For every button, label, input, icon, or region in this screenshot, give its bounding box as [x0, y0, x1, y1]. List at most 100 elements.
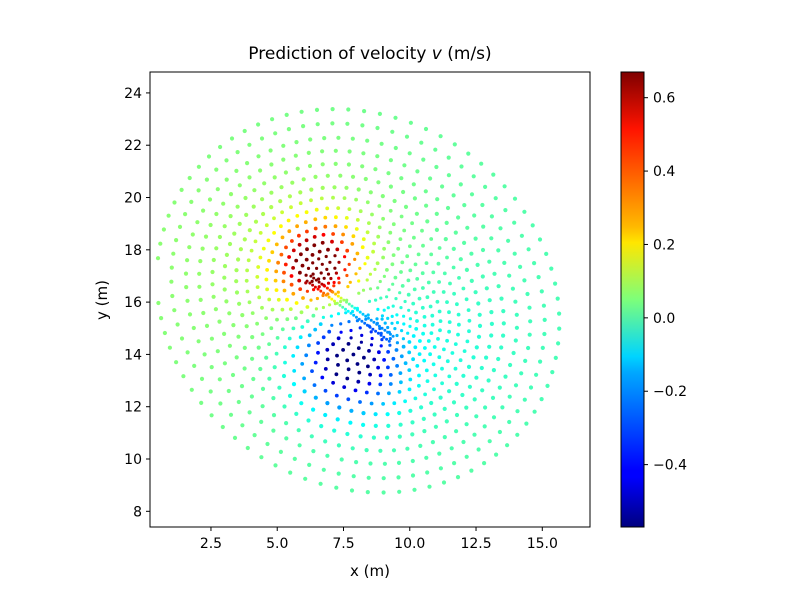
scatter-point: [413, 262, 418, 267]
scatter-point: [466, 151, 471, 156]
scatter-point: [354, 460, 359, 465]
scatter-point: [395, 341, 399, 345]
y-tick-label: 24: [124, 86, 142, 102]
scatter-point: [349, 328, 353, 333]
scatter-point: [255, 275, 260, 279]
scatter-point: [258, 168, 263, 173]
scatter-point: [553, 355, 558, 360]
scatter-point: [496, 248, 501, 253]
scatter-point: [272, 231, 276, 235]
scatter-point: [218, 401, 223, 406]
scatter-point: [411, 182, 416, 187]
scatter-point: [408, 377, 413, 382]
scatter-point: [376, 307, 380, 311]
scatter-point: [415, 319, 419, 323]
x-tick-label: 10.0: [394, 536, 425, 552]
scatter-point: [391, 334, 395, 338]
scatter-point: [295, 166, 300, 171]
scatter-point: [370, 212, 374, 217]
scatter-point: [271, 428, 276, 433]
scatter-point: [454, 429, 459, 434]
scatter-point: [358, 434, 363, 439]
scatter-point: [538, 359, 543, 364]
scatter-point: [396, 246, 401, 251]
scatter-point: [236, 334, 241, 339]
scatter-point: [480, 274, 485, 279]
scatter-point: [306, 266, 311, 270]
scatter-point: [461, 373, 466, 378]
scatter-point: [365, 323, 369, 327]
scatter-point: [332, 284, 336, 288]
scatter-point: [530, 223, 535, 228]
scatter-point: [476, 447, 481, 452]
scatter-point: [210, 282, 215, 287]
scatter-point: [274, 288, 279, 292]
scatter-point: [464, 405, 469, 410]
scatter-point: [227, 343, 232, 348]
scatter-point: [361, 151, 366, 156]
scatter-point: [417, 352, 422, 356]
scatter-point: [316, 341, 320, 345]
scatter-point: [330, 297, 334, 301]
scatter-point: [314, 107, 320, 112]
scatter-point: [287, 255, 291, 259]
scatter-point: [491, 415, 497, 420]
scatter-point: [393, 327, 397, 331]
scatter-point: [388, 332, 392, 336]
scatter-point: [222, 331, 227, 336]
scatter-point: [399, 176, 404, 181]
scatter-point: [298, 190, 303, 195]
scatter-point: [333, 254, 337, 258]
scatter-point: [437, 451, 442, 456]
scatter-point: [397, 390, 402, 394]
scatter-point: [366, 316, 370, 320]
scatter-point: [321, 232, 326, 237]
scatter-point: [394, 348, 399, 352]
scatter-point: [204, 177, 209, 182]
scatter-point: [300, 362, 305, 366]
scatter-point: [536, 275, 541, 280]
scatter-point: [453, 342, 458, 346]
scatter-point: [386, 306, 390, 310]
scatter-point: [375, 261, 380, 266]
scatter-point: [209, 365, 214, 370]
scatter-point: [399, 214, 404, 219]
scatter-point: [252, 188, 257, 193]
scatter-point: [350, 242, 355, 246]
scatter-point: [332, 280, 336, 285]
scatter-point: [456, 312, 461, 317]
scatter-point: [408, 268, 413, 273]
scatter-point: [387, 288, 391, 292]
scatter-point: [336, 135, 341, 140]
scatter-point: [323, 439, 328, 444]
scatter-point: [522, 278, 527, 283]
scatter-point: [305, 279, 309, 283]
scatter-point: [259, 136, 265, 141]
scatter-point: [412, 487, 417, 492]
scatter-point: [518, 264, 523, 269]
scatter-point: [486, 378, 491, 383]
scatter-point: [298, 270, 302, 275]
scatter-point: [318, 322, 323, 326]
scatter-point: [474, 375, 479, 380]
scatter-point: [273, 131, 278, 136]
scatter-point: [415, 277, 420, 281]
scatter-point: [410, 432, 415, 437]
scatter-point: [358, 326, 362, 330]
scatter-point: [234, 355, 239, 360]
scatter-point: [327, 295, 331, 299]
scatter-point: [376, 234, 381, 239]
scatter-point: [408, 408, 413, 413]
scatter-point: [368, 325, 372, 329]
scatter-point: [386, 423, 391, 428]
scatter-point: [457, 276, 461, 280]
scatter-point: [385, 412, 390, 417]
scatter-point: [336, 443, 341, 448]
scatter-point: [489, 333, 494, 338]
scatter-point: [313, 217, 318, 222]
scatter-point: [513, 338, 518, 343]
scatter-point: [172, 200, 177, 205]
scatter-point: [393, 145, 398, 151]
scatter-point: [309, 187, 314, 192]
scatter-point: [286, 218, 291, 223]
